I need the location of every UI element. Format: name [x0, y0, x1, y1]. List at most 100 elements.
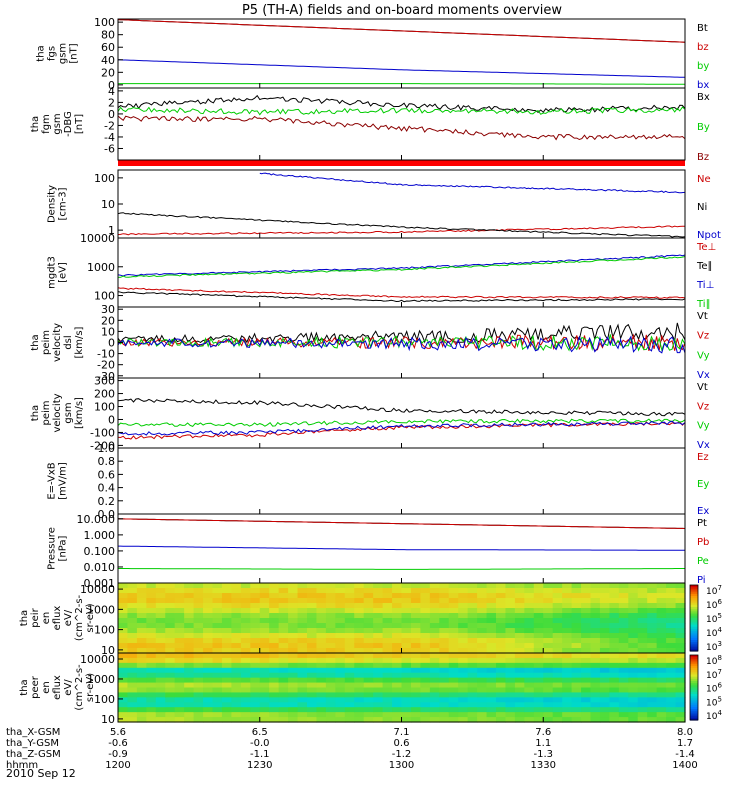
- spectrogram-cell: [533, 608, 544, 614]
- colorbar-segment: [690, 691, 698, 695]
- spectrogram-cell: [533, 603, 544, 609]
- spectrogram-cell: [675, 697, 686, 703]
- spectrogram-cell: [203, 633, 214, 639]
- spectrogram-cell: [269, 588, 280, 594]
- spectrogram-cell: [552, 697, 563, 703]
- spectrogram-cell: [505, 687, 516, 694]
- spectrogram-cell: [325, 657, 336, 664]
- spectrogram-cell: [184, 613, 195, 619]
- spectrogram-cell: [165, 657, 176, 664]
- spectrogram-cell: [240, 603, 251, 609]
- spectrogram-cell: [420, 692, 431, 698]
- spectrogram-cell: [316, 653, 327, 659]
- series-line-density: [117, 212, 686, 238]
- legend-label: Pt: [697, 518, 707, 529]
- spectrogram-cell: [581, 583, 592, 589]
- colorbar-segment: [690, 694, 698, 697]
- spectrogram-cell: [552, 672, 563, 679]
- spectrogram-cell: [184, 603, 195, 609]
- colorbar-segment: [690, 609, 698, 612]
- series-line-density: [259, 172, 686, 194]
- spectrogram-cell: [429, 682, 440, 689]
- spectrogram-cell: [155, 667, 166, 674]
- spectrogram-cell: [477, 667, 488, 674]
- colorbar-segment: [690, 668, 698, 671]
- spectrogram-cell: [562, 598, 573, 604]
- spectrogram-cell: [505, 702, 516, 708]
- spectrogram-cell: [675, 613, 686, 619]
- colorbar-segment: [690, 611, 698, 615]
- spectrogram-cell: [165, 692, 176, 698]
- spectrogram-cell: [259, 643, 270, 649]
- ytick-label: 0: [108, 413, 115, 426]
- spectrogram-cell: [581, 717, 592, 723]
- colorbar-tick-label: 104: [706, 626, 722, 639]
- spectrogram-cell: [496, 638, 507, 644]
- spectrogram-cell: [543, 657, 554, 664]
- spectrogram-cell: [127, 608, 138, 614]
- spectrogram-cell: [174, 613, 185, 619]
- spectrogram-cell: [382, 623, 393, 629]
- spectrogram-cell: [675, 682, 686, 689]
- spectrogram-cell: [410, 608, 421, 614]
- legend-label: Ex: [697, 506, 709, 517]
- spectrogram-cell: [316, 628, 327, 634]
- spectrogram-cell: [278, 687, 289, 694]
- ephemeris-value: -0.0: [250, 738, 270, 749]
- ylabel-line: [km/s]: [74, 397, 85, 429]
- spectrogram-cell: [609, 677, 620, 684]
- spectrogram-cell: [165, 677, 176, 684]
- spectrogram-cell: [410, 583, 421, 589]
- spectrogram-cell: [221, 643, 232, 649]
- spectrogram-cell: [486, 692, 497, 698]
- ytick-label: 80: [101, 29, 115, 42]
- spectrogram-cell: [382, 583, 393, 589]
- spectrogram-cell: [628, 672, 639, 679]
- spectrogram-cell: [514, 623, 525, 629]
- series-line-pressure: [117, 518, 686, 529]
- spectrogram-cell: [467, 608, 478, 614]
- ephemeris-value: 8.0: [677, 727, 693, 738]
- spectrogram-cell: [231, 623, 242, 629]
- spectrogram-cell: [477, 687, 488, 694]
- spectrogram-cell: [363, 633, 374, 639]
- spectrogram-cell: [628, 677, 639, 684]
- spectrogram-cell: [637, 692, 648, 698]
- spectrogram-cell: [458, 588, 469, 594]
- spectrogram-cell: [221, 638, 232, 644]
- spectrogram-cell: [656, 707, 667, 713]
- spectrogram-cell: [467, 667, 478, 674]
- spectrogram-cell: [193, 648, 204, 654]
- spectrogram-cell: [581, 672, 592, 679]
- spectrogram-cell: [307, 667, 318, 674]
- spectrogram-cell: [165, 638, 176, 644]
- spectrogram-cell: [552, 603, 563, 609]
- spectrogram-cell: [335, 653, 346, 659]
- spectrogram-cell: [136, 682, 147, 689]
- spectrogram-cell: [203, 628, 214, 634]
- spectrogram-cell: [467, 588, 478, 594]
- spectrogram-cell: [316, 657, 327, 664]
- spectrogram-cell: [184, 653, 195, 659]
- spectrogram-cell: [363, 608, 374, 614]
- spectrogram-cell: [647, 653, 658, 659]
- spectrogram-cell: [288, 677, 299, 684]
- spectrogram-cell: [429, 712, 440, 718]
- spectrogram-cell: [477, 643, 488, 649]
- spectrogram-cell: [297, 707, 308, 713]
- spectrogram-cell: [382, 588, 393, 594]
- spectrogram-cell: [118, 692, 129, 698]
- legend-label: Vt: [697, 382, 708, 393]
- spectrogram-cell: [127, 593, 138, 599]
- spectrogram-cell: [221, 682, 232, 689]
- spectrogram-cell: [439, 712, 450, 718]
- spectrogram-cell: [203, 697, 214, 703]
- spectrogram-cell: [618, 593, 629, 599]
- spectrogram-cell: [316, 583, 327, 589]
- spectrogram-cell: [174, 697, 185, 703]
- spectrogram-cell: [458, 633, 469, 639]
- spectrogram-cell: [155, 697, 166, 703]
- spectrogram-cell: [344, 672, 355, 679]
- spectrogram-cell: [467, 712, 478, 718]
- spectrogram-cell: [420, 583, 431, 589]
